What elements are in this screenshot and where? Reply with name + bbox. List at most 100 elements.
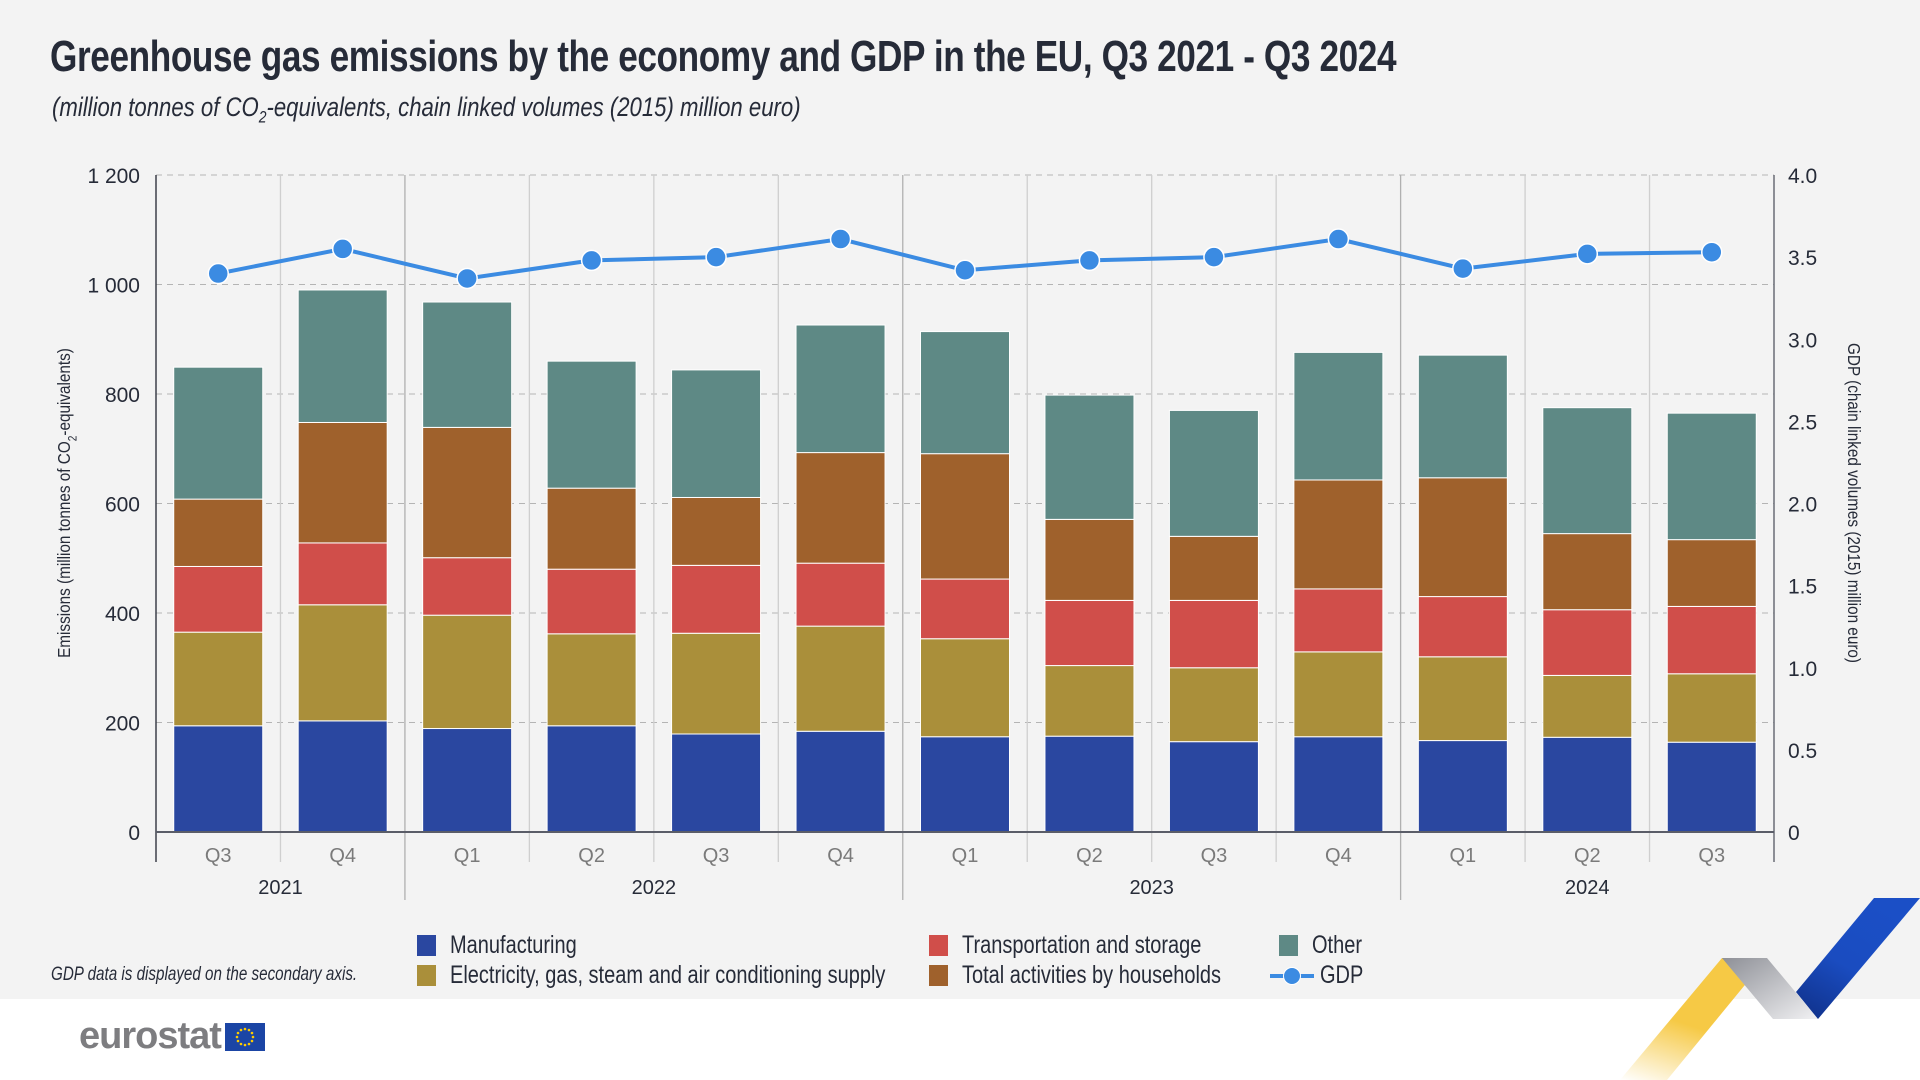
bar-stack (297, 289, 388, 833)
bar-segment-transportation (1542, 609, 1633, 676)
bars (173, 289, 1757, 833)
legend-swatch-transportation (929, 935, 948, 956)
bar-segment-households (173, 498, 264, 567)
bar-segment-other (1168, 409, 1259, 537)
legend-label: Other (1312, 931, 1363, 959)
legend-item-manufacturing: Manufacturing (417, 931, 608, 960)
bar-segment-manufacturing (920, 736, 1010, 833)
subtitle-text-rest: -equivalents, chain linked volumes (2015… (266, 92, 801, 122)
left-axis-title: Emissions (million tonnes of CO2-equival… (54, 348, 80, 658)
bar-segment-other (1542, 407, 1633, 535)
bar-segment-other (1044, 394, 1135, 520)
bar-segment-manufacturing (1542, 736, 1633, 833)
bar-segment-transportation (795, 562, 886, 627)
bar-stack (1168, 409, 1259, 833)
bar-segment-households (920, 453, 1010, 580)
left-axis-ticks: 0 200 400 600 800 1 000 1 200 (87, 165, 140, 845)
category-label: Q4 (827, 845, 854, 867)
bar-segment-electricity (1293, 651, 1384, 738)
bar-stack (920, 331, 1010, 833)
x-axis-labels: Q3 Q4 Q1 Q2 Q3 Q4 Q1 Q2 Q3 Q4 Q1 Q2 Q3 2021 2022 2023 20… (205, 845, 1725, 899)
bar-stack (546, 360, 637, 833)
bar-segment-electricity (1542, 674, 1633, 738)
bar-segment-transportation (671, 564, 762, 634)
right-axis-ticks: 0 0.5 1.0 1.5 2.0 2.5 3.0 3.5 4.0 (1788, 165, 1817, 845)
bar-segment-manufacturing (1168, 741, 1259, 833)
legend-swatch-households (929, 965, 948, 986)
bar-segment-households (795, 452, 886, 564)
category-label: Q1 (454, 845, 481, 867)
bar-segment-electricity (546, 633, 637, 727)
bar-segment-households (1417, 477, 1508, 598)
bar-segment-manufacturing (1417, 740, 1508, 833)
bar-segment-other (297, 289, 388, 423)
gdp-point (954, 259, 976, 282)
gdp-point (829, 228, 852, 250)
bar-segment-other (671, 369, 762, 498)
year-label: 2024 (1565, 877, 1610, 899)
bar-segment-transportation (1666, 605, 1757, 675)
bar-segment-other (1666, 412, 1757, 541)
gdp-point (1078, 249, 1101, 272)
ribbon-blue (1796, 898, 1920, 1019)
right-axis-title: GDP (chain linked volumes (2015) million… (1844, 343, 1864, 663)
bar-segment-households (1044, 518, 1135, 601)
left-tick-label: 1 000 (87, 275, 140, 298)
category-label: Q3 (1201, 845, 1228, 867)
bar-segment-manufacturing (422, 728, 513, 833)
bar-segment-other (173, 366, 264, 500)
bar-segment-other (422, 301, 513, 428)
ribbon-yellow (1620, 958, 1767, 1080)
bar-segment-manufacturing (1666, 741, 1757, 833)
gdp-point (331, 238, 354, 260)
bar-segment-electricity (1044, 665, 1135, 737)
legend-item-households: Total activities by households (929, 961, 1286, 990)
right-tick-label: 0.5 (1788, 740, 1817, 763)
chart-title: Greenhouse gas emissions by the economy … (50, 32, 1397, 81)
axes (155, 175, 1775, 862)
eu-flag-icon (224, 1022, 265, 1051)
left-tick-label: 1 200 (87, 165, 140, 188)
bar-segment-households (1542, 533, 1633, 611)
category-label: Q1 (1450, 845, 1477, 867)
category-label: Q3 (703, 845, 730, 867)
bar-segment-electricity (920, 638, 1010, 738)
category-label: Q2 (1076, 845, 1103, 867)
ribbon-gray (1722, 958, 1818, 1019)
year-label: 2023 (1129, 877, 1174, 899)
bar-stack (795, 324, 886, 833)
category-label: Q1 (952, 845, 979, 867)
bar-stack (173, 366, 264, 833)
bar-segment-transportation (1293, 588, 1384, 653)
left-tick-label: 600 (105, 494, 140, 517)
legend-label: Manufacturing (450, 931, 577, 959)
bar-segment-households (422, 426, 513, 559)
gdp-point (1452, 257, 1474, 280)
gdp-line (207, 228, 1723, 290)
bar-segment-other (795, 324, 886, 454)
gdp-point (1203, 246, 1225, 268)
bar-segment-electricity (1168, 667, 1259, 743)
bar-segment-manufacturing (297, 720, 388, 833)
bar-segment-manufacturing (1044, 735, 1135, 833)
bar-segment-transportation (1044, 599, 1135, 667)
gdp-swatch-dot (1283, 966, 1301, 985)
bar-segment-manufacturing (173, 725, 264, 833)
right-tick-label: 0 (1788, 822, 1800, 845)
footnote: GDP data is displayed on the secondary a… (51, 964, 358, 985)
gdp-point (207, 262, 229, 285)
legend-swatch-electricity (417, 965, 436, 986)
bar-segment-transportation (546, 568, 637, 635)
bar-segment-households (1168, 535, 1259, 601)
bar-segment-electricity (422, 614, 513, 730)
right-tick-label: 2.5 (1788, 411, 1817, 434)
legend-item-electricity: Electricity, gas, steam and air conditio… (417, 961, 994, 990)
chart-subtitle: (million tonnes of CO2-equivalents, chai… (52, 92, 801, 127)
bar-segment-transportation (297, 542, 388, 606)
eurostat-logo: eurostat (79, 1015, 265, 1058)
legend-swatch-manufacturing (417, 935, 436, 956)
right-tick-label: 3.0 (1788, 329, 1817, 352)
bar-segment-transportation (1417, 596, 1508, 658)
